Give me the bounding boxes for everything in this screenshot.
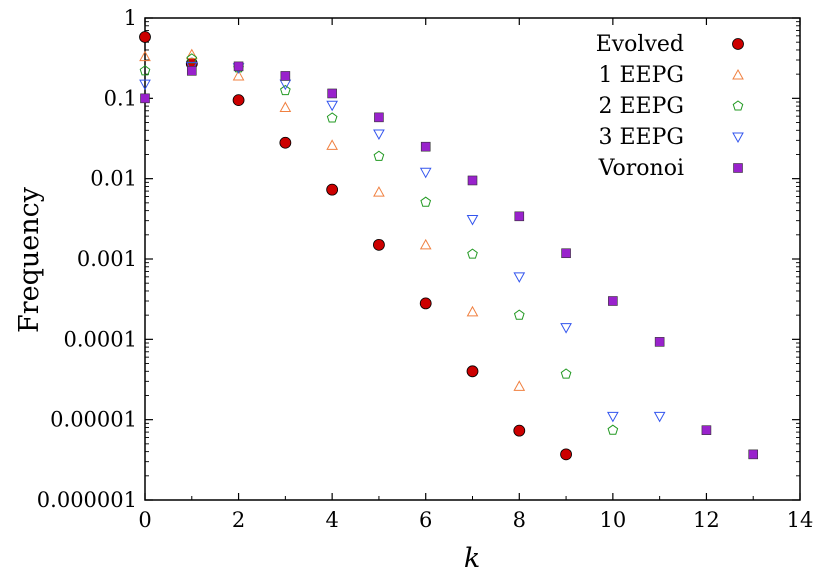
y-axis-label: Frequency bbox=[14, 186, 45, 333]
x-tick-label: 8 bbox=[513, 508, 526, 532]
data-point bbox=[608, 296, 618, 306]
data-point bbox=[466, 365, 479, 378]
data-point bbox=[513, 309, 525, 320]
y-tick-label: 0.000001 bbox=[37, 488, 137, 512]
data-point bbox=[326, 112, 338, 123]
data-point bbox=[420, 196, 432, 207]
legend-marker bbox=[732, 38, 744, 50]
data-point bbox=[560, 323, 572, 334]
data-point bbox=[560, 368, 572, 379]
data-point bbox=[419, 297, 432, 310]
legend-label: 1 EEPG bbox=[599, 63, 685, 88]
data-point bbox=[326, 100, 338, 112]
data-point bbox=[279, 136, 292, 149]
data-point bbox=[373, 129, 385, 141]
legend-marker bbox=[732, 100, 744, 111]
x-tick-label: 14 bbox=[787, 508, 814, 532]
legend-label: Voronoi bbox=[598, 156, 684, 181]
data-point bbox=[139, 79, 151, 91]
data-point bbox=[466, 305, 479, 317]
data-point bbox=[140, 93, 150, 104]
x-tick-label: 4 bbox=[325, 508, 338, 532]
data-point bbox=[186, 66, 197, 76]
data-point bbox=[419, 238, 432, 250]
data-point bbox=[232, 94, 245, 107]
legend-label: 3 EEPG bbox=[599, 125, 685, 150]
data-point bbox=[373, 150, 385, 161]
series-1-eepg bbox=[139, 48, 526, 391]
data-point bbox=[233, 61, 244, 72]
y-axis-ticks: 1 0.1 0.01 0.001 0.0001 0.00001 0.000001 bbox=[37, 6, 800, 512]
data-point bbox=[514, 211, 525, 222]
data-point bbox=[373, 238, 385, 251]
data-point bbox=[419, 167, 432, 179]
legend-marker bbox=[732, 132, 744, 144]
y-tick-label: 0.1 bbox=[104, 86, 137, 110]
data-point bbox=[560, 448, 572, 461]
legend-marker bbox=[732, 68, 744, 80]
y-tick-label: 0.01 bbox=[90, 167, 137, 191]
data-point bbox=[326, 183, 339, 196]
x-tick-label: 10 bbox=[599, 508, 626, 532]
data-point bbox=[654, 337, 665, 347]
legend: Evolved 1 EEPG 2 EEPG 3 EEPG Voronoi bbox=[596, 32, 744, 181]
series-evolved bbox=[139, 31, 572, 461]
data-point bbox=[374, 112, 384, 123]
data-point bbox=[466, 215, 479, 226]
data-point bbox=[467, 175, 478, 186]
x-axis-ticks: 0 2 4 6 8 10 12 14 bbox=[138, 18, 813, 532]
data-point bbox=[561, 248, 571, 259]
series-2-eepg bbox=[139, 53, 619, 435]
x-tick-label: 0 bbox=[138, 508, 151, 532]
data-series bbox=[139, 31, 759, 461]
data-point bbox=[279, 101, 292, 112]
data-point bbox=[513, 424, 526, 437]
data-point bbox=[701, 425, 712, 435]
data-point bbox=[280, 84, 291, 96]
data-point bbox=[653, 411, 666, 423]
y-tick-label: 0.00001 bbox=[50, 408, 137, 432]
series-voronoi bbox=[140, 61, 759, 460]
data-point bbox=[186, 53, 198, 64]
y-tick-label: 0.001 bbox=[77, 247, 137, 271]
data-point bbox=[327, 88, 337, 99]
data-point bbox=[607, 424, 619, 435]
data-point bbox=[139, 65, 151, 76]
data-point bbox=[280, 71, 291, 81]
data-point bbox=[513, 380, 526, 391]
data-point bbox=[607, 411, 619, 423]
data-point bbox=[185, 48, 198, 60]
data-point bbox=[139, 31, 151, 43]
x-axis-label: k bbox=[464, 543, 480, 574]
x-tick-label: 2 bbox=[232, 508, 245, 532]
y-tick-label: 0.0001 bbox=[64, 327, 137, 351]
data-point bbox=[513, 272, 526, 283]
data-point bbox=[326, 139, 338, 150]
legend-label: Evolved bbox=[596, 32, 684, 57]
data-point bbox=[232, 69, 245, 81]
legend-marker bbox=[733, 163, 743, 173]
data-point bbox=[748, 449, 759, 460]
x-tick-label: 6 bbox=[419, 508, 432, 532]
y-tick-label: 1 bbox=[124, 6, 137, 30]
data-point bbox=[139, 50, 151, 62]
data-point bbox=[467, 248, 478, 259]
data-point bbox=[420, 141, 431, 152]
series-3-eepg bbox=[139, 61, 666, 423]
x-tick-label: 12 bbox=[693, 508, 720, 532]
legend-label: 2 EEPG bbox=[599, 94, 685, 119]
data-point bbox=[373, 186, 385, 197]
